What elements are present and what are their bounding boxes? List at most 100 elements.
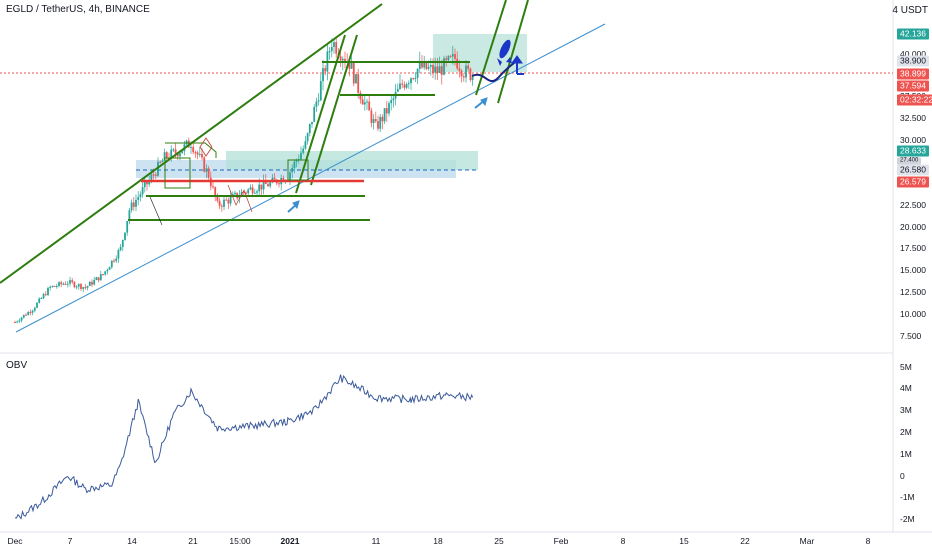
candle-down bbox=[71, 280, 74, 283]
candle-down bbox=[44, 294, 47, 296]
candle-down bbox=[214, 187, 217, 197]
obv-indicator-label[interactable]: OBV bbox=[6, 360, 28, 371]
price-tick: 22.500 bbox=[900, 200, 926, 210]
candle-up bbox=[379, 116, 382, 129]
obv-tick: -2M bbox=[900, 514, 915, 524]
time-tick: Mar bbox=[799, 536, 815, 546]
candle-up bbox=[322, 68, 324, 82]
candle-down bbox=[154, 174, 157, 176]
candle-down bbox=[412, 78, 415, 80]
obv-tick: -1M bbox=[900, 492, 915, 502]
candle-up bbox=[330, 46, 333, 52]
time-tick: 15:00 bbox=[229, 536, 251, 546]
candle-up bbox=[18, 320, 21, 322]
candle-down bbox=[152, 174, 155, 176]
candle-up bbox=[117, 250, 120, 259]
candle-up bbox=[163, 152, 166, 161]
time-tick: 8 bbox=[620, 536, 626, 546]
pattern-box-2 bbox=[287, 159, 309, 181]
candle-up bbox=[414, 77, 417, 79]
candle-up bbox=[311, 121, 313, 124]
candle-up bbox=[447, 56, 450, 61]
candle-up bbox=[350, 63, 353, 69]
price-badge-level: 38.900 bbox=[897, 55, 929, 67]
candle-up bbox=[390, 100, 393, 104]
candle-up bbox=[289, 172, 291, 180]
candle-up bbox=[465, 65, 467, 78]
candle-up bbox=[333, 42, 335, 47]
candle-up bbox=[135, 199, 137, 207]
candle-down bbox=[377, 121, 379, 129]
candle-up bbox=[190, 146, 192, 148]
price-tick: 32.500 bbox=[900, 113, 926, 123]
candle-up bbox=[438, 66, 441, 73]
candle-up bbox=[95, 277, 98, 281]
candle-down bbox=[421, 61, 423, 68]
candle-up bbox=[104, 271, 107, 275]
candle-up bbox=[302, 148, 305, 153]
time-tick: 2021 bbox=[280, 536, 300, 546]
candle-up bbox=[429, 64, 432, 67]
candle-up bbox=[27, 312, 30, 316]
price-tick: 15.000 bbox=[900, 265, 926, 275]
candle-up bbox=[124, 232, 126, 240]
candle-down bbox=[97, 277, 100, 281]
candle-down bbox=[53, 285, 56, 287]
diamond-marker bbox=[199, 137, 213, 157]
candle-down bbox=[335, 42, 338, 54]
candle-down bbox=[348, 61, 351, 69]
candle-down bbox=[403, 84, 406, 88]
candle-down bbox=[273, 177, 276, 180]
candle-up bbox=[110, 260, 113, 268]
candle-down bbox=[25, 314, 27, 316]
candle-up bbox=[317, 100, 320, 102]
pattern-box-1 bbox=[164, 157, 191, 189]
candle-up bbox=[88, 281, 91, 287]
candle-down bbox=[64, 283, 67, 285]
price-tick: 20.000 bbox=[900, 222, 926, 232]
price-badge-last: 38.899 bbox=[897, 68, 929, 80]
candle-up bbox=[293, 161, 296, 168]
candle-up bbox=[198, 153, 201, 155]
candle-down bbox=[361, 99, 364, 105]
candle-down bbox=[212, 186, 214, 188]
candle-up bbox=[434, 66, 437, 73]
candle-up bbox=[405, 84, 408, 88]
candle-down bbox=[357, 74, 360, 93]
candle-down bbox=[370, 110, 373, 123]
candle-up bbox=[69, 280, 71, 284]
candle-up bbox=[258, 184, 261, 192]
candle-up bbox=[115, 258, 118, 262]
candle-up bbox=[427, 66, 430, 69]
candle-down bbox=[146, 181, 148, 185]
currency-label: 4 USDT bbox=[892, 5, 928, 16]
candle-up bbox=[75, 286, 78, 288]
price-badge-low: 37.594 bbox=[897, 80, 929, 92]
candle-down bbox=[29, 312, 32, 314]
candle-up bbox=[355, 74, 357, 84]
candle-up bbox=[471, 76, 474, 81]
candle-up bbox=[33, 307, 36, 311]
obv-line bbox=[14, 374, 474, 520]
projection-channel-right bbox=[497, 0, 529, 104]
candle-up bbox=[22, 314, 25, 318]
candle-down bbox=[132, 202, 135, 207]
trendlines bbox=[0, 0, 529, 284]
candle-up bbox=[308, 123, 311, 134]
candle-up bbox=[42, 294, 45, 299]
candle-up bbox=[388, 103, 390, 114]
obv-tick: 2M bbox=[900, 427, 912, 437]
currency-unit: USDT bbox=[900, 5, 928, 16]
candle-down bbox=[165, 152, 168, 159]
candle-up bbox=[170, 149, 173, 159]
candle-up bbox=[247, 189, 250, 194]
candle-up bbox=[366, 101, 368, 103]
price-tick: 17.500 bbox=[900, 243, 926, 253]
candle-down bbox=[14, 322, 16, 324]
candle-up bbox=[304, 141, 307, 149]
candle-down bbox=[359, 92, 362, 100]
candle-up bbox=[253, 192, 256, 194]
candle-down bbox=[374, 119, 377, 122]
breakout-zone bbox=[226, 151, 478, 170]
